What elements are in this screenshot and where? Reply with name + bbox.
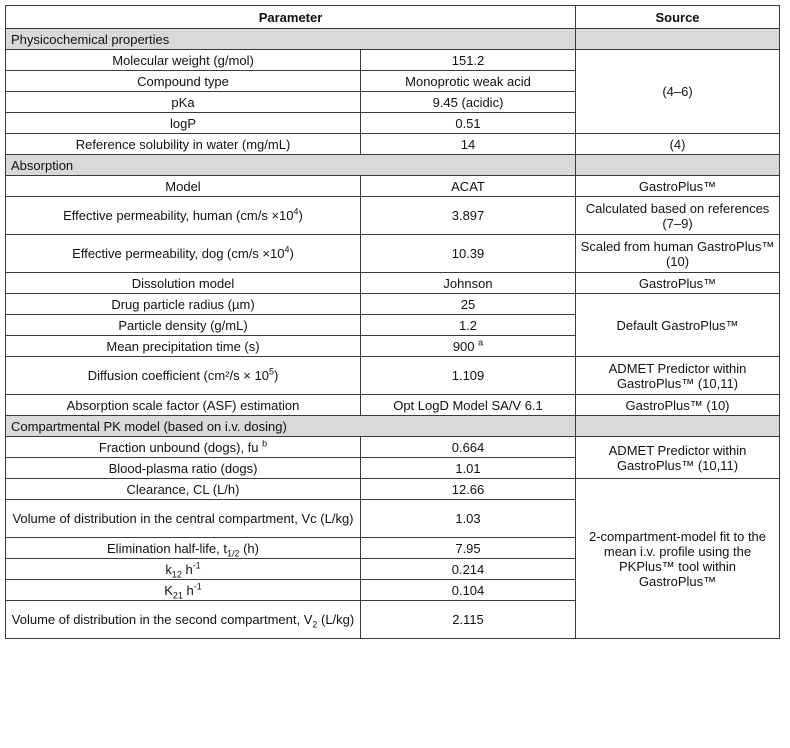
source-asf: GastroPlus™ (10) [575, 394, 781, 416]
section-absorption: Absorption [4, 154, 577, 176]
table-row: Fraction unbound (dogs), fu b 0.664 ADME… [5, 436, 781, 479]
section-row: Compartmental PK model (based on i.v. do… [4, 415, 781, 437]
value-asf: Opt LogD Model SA/V 6.1 [359, 394, 577, 416]
param-particle-density: Particle density (g/mL) [5, 314, 361, 336]
table-row: Elimination half-life, t1/2 (h) 7.95 [5, 537, 780, 559]
param-logp: logP [5, 112, 361, 134]
section-empty-cell [575, 415, 781, 437]
value-peff-human: 3.897 [359, 196, 577, 235]
source-dissolution: GastroPlus™ [575, 272, 781, 294]
section-physicochemical: Physicochemical properties [4, 28, 577, 50]
source-physchem: (4–6) [575, 49, 781, 134]
value-pka: 9.45 (acidic) [359, 91, 577, 113]
section-empty-cell [575, 28, 781, 50]
table-row: Model ACAT GastroPlus™ [5, 175, 781, 197]
section-row: Absorption [4, 154, 781, 176]
source-pk-model: 2-compartment-model fit to the mean i.v.… [575, 478, 781, 639]
source-solubility: (4) [575, 133, 781, 155]
header-parameter: Parameter [4, 5, 577, 29]
value-particle-radius: 25 [359, 293, 577, 315]
table-row: Effective permeability, human (cm/s ×104… [5, 196, 781, 235]
value-fraction-unbound: 0.664 [359, 436, 577, 458]
value-half-life: 7.95 [359, 537, 577, 559]
section-row: Physicochemical properties [4, 28, 781, 50]
source-peff-dog: Scaled from human GastroPlus™ (10) [575, 234, 781, 273]
table-row: Dissolution model Johnson GastroPlus™ [5, 272, 781, 294]
param-diffusion: Diffusion coefficient (cm²/s × 105) [5, 356, 361, 395]
value-diffusion: 1.109 [359, 356, 577, 395]
table-row: Molecular weight (g/mol) 151.2 (4–6) [5, 49, 781, 134]
value-clearance: 12.66 [359, 478, 577, 500]
param-volume-second: Volume of distribution in the second com… [5, 600, 361, 639]
param-peff-human: Effective permeability, human (cm/s ×104… [5, 196, 361, 235]
source-peff-human: Calculated based on references (7–9) [575, 196, 781, 235]
param-model: Model [5, 175, 361, 197]
param-particle-radius: Drug particle radius (µm) [5, 293, 361, 315]
param-molecular-weight: Molecular weight (g/mol) [5, 49, 361, 71]
value-compound-type: Monoprotic weak acid [359, 70, 577, 92]
param-volume-central: Volume of distribution in the central co… [5, 499, 361, 538]
table-row: Effective permeability, dog (cm/s ×104) … [5, 234, 781, 273]
param-asf: Absorption scale factor (ASF) estimation [5, 394, 361, 416]
param-k12: k12 h-1 [5, 558, 361, 580]
value-particle-density: 1.2 [359, 314, 577, 336]
value-molecular-weight: 151.2 [359, 49, 577, 71]
param-precipitation-time: Mean precipitation time (s) [5, 335, 361, 357]
parameter-table: Parameter Source Physicochemical propert… [4, 5, 781, 639]
table-row: Volume of distribution in the central co… [5, 499, 780, 538]
value-k12: 0.214 [359, 558, 577, 580]
param-peff-dog: Effective permeability, dog (cm/s ×104) [5, 234, 361, 273]
param-half-life: Elimination half-life, t1/2 (h) [5, 537, 361, 559]
parameter-table-container: Parameter Source Physicochemical propert… [4, 5, 781, 639]
source-default: Default GastroPlus™ [575, 293, 781, 357]
param-blood-plasma: Blood-plasma ratio (dogs) [5, 457, 361, 479]
param-k21: K21 h-1 [5, 579, 361, 601]
value-logp: 0.51 [359, 112, 577, 134]
value-blood-plasma: 1.01 [359, 457, 577, 479]
source-model: GastroPlus™ [575, 175, 781, 197]
table-row: K21 h-1 0.104 [5, 579, 780, 601]
table-row: Clearance, CL (L/h) 12.66 2-compartment-… [5, 478, 781, 639]
value-precipitation-time: 900 a [359, 335, 577, 357]
value-volume-central: 1.03 [359, 499, 577, 538]
table-row: Volume of distribution in the second com… [5, 600, 780, 639]
value-volume-second: 2.115 [359, 600, 577, 639]
value-peff-dog: 10.39 [359, 234, 577, 273]
source-admet: ADMET Predictor within GastroPlus™ (10,1… [575, 436, 781, 479]
value-dissolution: Johnson [359, 272, 577, 294]
table-row: Drug particle radius (µm) 25 Default Gas… [5, 293, 781, 357]
param-solubility: Reference solubility in water (mg/mL) [5, 133, 361, 155]
section-compartmental: Compartmental PK model (based on i.v. do… [4, 415, 577, 437]
table-row: Diffusion coefficient (cm²/s × 105) 1.10… [5, 356, 781, 395]
value-solubility: 14 [359, 133, 577, 155]
section-empty-cell [575, 154, 781, 176]
param-clearance: Clearance, CL (L/h) [5, 478, 361, 500]
table-row: Mean precipitation time (s) 900 a [5, 335, 780, 357]
table-header-row: Parameter Source [4, 5, 781, 29]
param-fraction-unbound: Fraction unbound (dogs), fu b [5, 436, 361, 458]
source-diffusion: ADMET Predictor within GastroPlus™ (10,1… [575, 356, 781, 395]
value-k21: 0.104 [359, 579, 577, 601]
param-pka: pKa [5, 91, 361, 113]
param-compound-type: Compound type [5, 70, 361, 92]
table-row: Absorption scale factor (ASF) estimation… [5, 394, 781, 416]
table-row: k12 h-1 0.214 [5, 558, 780, 580]
table-row: Reference solubility in water (mg/mL) 14… [5, 133, 781, 155]
param-dissolution: Dissolution model [5, 272, 361, 294]
header-source: Source [575, 5, 781, 29]
table-row: logP 0.51 [5, 112, 780, 134]
value-model: ACAT [359, 175, 577, 197]
